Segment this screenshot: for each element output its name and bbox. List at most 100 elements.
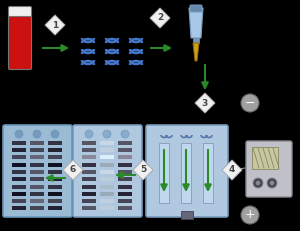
Bar — [30, 148, 44, 152]
Text: 4: 4 — [229, 165, 235, 174]
Bar — [48, 192, 62, 196]
Bar — [30, 206, 44, 210]
Polygon shape — [150, 8, 170, 28]
Bar — [118, 163, 132, 167]
Bar — [30, 177, 44, 181]
Bar — [252, 147, 278, 169]
Circle shape — [241, 206, 259, 224]
Bar — [82, 199, 96, 203]
Bar — [30, 141, 44, 145]
Bar — [48, 148, 62, 152]
Text: 2: 2 — [157, 13, 163, 22]
Bar — [82, 163, 96, 167]
FancyBboxPatch shape — [8, 16, 32, 70]
Bar — [100, 170, 114, 174]
Bar — [118, 199, 132, 203]
Circle shape — [256, 181, 260, 185]
Bar — [82, 170, 96, 174]
Polygon shape — [195, 93, 215, 113]
Circle shape — [253, 178, 263, 188]
Polygon shape — [193, 43, 199, 61]
Text: 1: 1 — [52, 21, 58, 30]
FancyBboxPatch shape — [73, 125, 142, 217]
Text: 3: 3 — [202, 98, 208, 107]
Bar — [30, 185, 44, 189]
FancyBboxPatch shape — [3, 125, 72, 217]
FancyBboxPatch shape — [8, 6, 32, 21]
Polygon shape — [133, 160, 153, 180]
FancyBboxPatch shape — [246, 141, 292, 197]
Bar — [12, 199, 26, 203]
Bar — [48, 177, 62, 181]
Bar — [48, 155, 62, 159]
Bar — [30, 192, 44, 196]
Polygon shape — [63, 160, 83, 180]
Circle shape — [270, 181, 274, 185]
Bar — [118, 177, 132, 181]
Bar — [48, 185, 62, 189]
Text: 5: 5 — [140, 165, 146, 174]
Circle shape — [51, 130, 59, 138]
Bar — [12, 192, 26, 196]
Circle shape — [103, 130, 111, 138]
Circle shape — [121, 130, 129, 138]
Bar — [82, 148, 96, 152]
Bar — [118, 170, 132, 174]
Bar — [82, 155, 96, 159]
Bar — [30, 155, 44, 159]
Bar — [48, 163, 62, 167]
Bar — [12, 185, 26, 189]
Bar — [100, 155, 114, 159]
Bar — [12, 148, 26, 152]
Text: +: + — [245, 209, 255, 222]
Bar — [48, 170, 62, 174]
Bar — [12, 170, 26, 174]
Bar — [30, 170, 44, 174]
Bar — [82, 206, 96, 210]
Bar — [181, 211, 193, 219]
Bar — [30, 163, 44, 167]
Text: 6: 6 — [70, 165, 76, 174]
Bar — [48, 141, 62, 145]
Bar — [48, 206, 62, 210]
Bar — [118, 141, 132, 145]
Bar — [100, 206, 114, 210]
Bar — [118, 185, 132, 189]
Bar — [100, 177, 114, 181]
Bar — [118, 206, 132, 210]
Bar — [12, 163, 26, 167]
Polygon shape — [222, 160, 242, 180]
FancyBboxPatch shape — [190, 5, 202, 12]
Bar — [118, 155, 132, 159]
Bar — [12, 177, 26, 181]
Bar — [100, 148, 114, 152]
Bar — [82, 141, 96, 145]
Bar — [82, 192, 96, 196]
Text: −: − — [245, 97, 255, 109]
Bar — [118, 192, 132, 196]
Bar — [12, 206, 26, 210]
Bar — [193, 38, 199, 43]
Bar — [159, 143, 169, 203]
Bar — [12, 155, 26, 159]
Bar — [82, 185, 96, 189]
Bar — [82, 177, 96, 181]
Circle shape — [33, 130, 41, 138]
FancyBboxPatch shape — [146, 125, 228, 217]
Circle shape — [85, 130, 93, 138]
Bar — [118, 148, 132, 152]
Bar — [181, 143, 191, 203]
Bar — [30, 199, 44, 203]
Circle shape — [241, 94, 259, 112]
Polygon shape — [189, 8, 203, 38]
Polygon shape — [45, 15, 65, 35]
Bar — [100, 141, 114, 145]
Bar — [100, 163, 114, 167]
Circle shape — [15, 130, 23, 138]
Circle shape — [267, 178, 277, 188]
Bar — [12, 141, 26, 145]
Bar — [100, 192, 114, 196]
Bar — [100, 185, 114, 189]
Bar — [203, 143, 213, 203]
Bar — [48, 199, 62, 203]
